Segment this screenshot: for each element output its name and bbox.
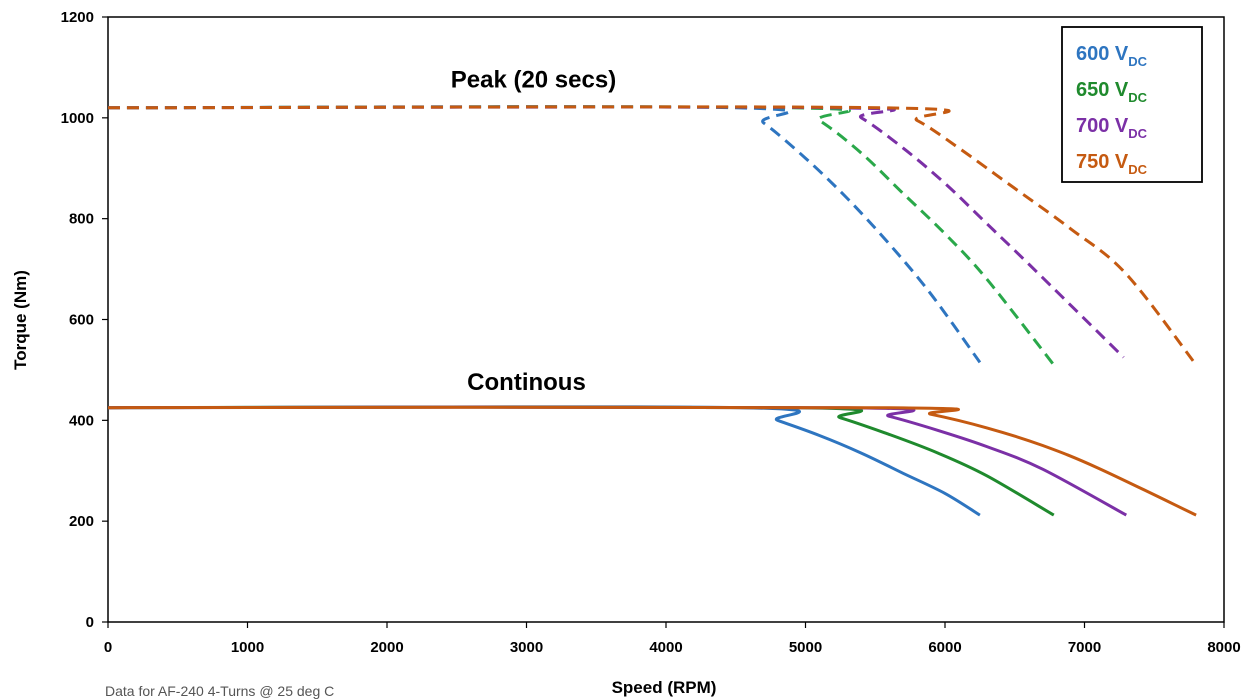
x-tick-label: 2000 — [370, 639, 403, 656]
legend-subscript: DC — [1128, 162, 1147, 177]
continuous-750vdc-line — [107, 405, 1197, 517]
x-tick-label: 1000 — [231, 639, 264, 656]
axis-layer: 0 1000 2000 3000 4000 5000 6000 7000 8000 0 200 400… — [61, 9, 1241, 656]
plot-frame — [107, 16, 1225, 623]
y-tick-label: 1200 — [61, 9, 94, 26]
x-tick-label: 3000 — [510, 639, 543, 656]
y-tick-label: 400 — [69, 412, 94, 429]
x-tick-label: 5000 — [789, 639, 822, 656]
x-tick-label: 0 — [104, 639, 112, 656]
legend-subscript: DC — [1128, 54, 1147, 69]
footnote: Data for AF-240 4-Turns @ 25 deg C — [105, 683, 335, 699]
x-tick-label: 8000 — [1207, 639, 1240, 656]
y-tick-label: 200 — [69, 513, 94, 530]
y-tick-label: 600 — [69, 312, 94, 329]
x-tick-label: 7000 — [1068, 639, 1101, 656]
peak-750vdc-line — [107, 105, 1198, 366]
legend-box — [1061, 26, 1203, 183]
legend-subscript: DC — [1128, 90, 1147, 105]
series-layer — [107, 105, 1198, 517]
y-tick-label: 800 — [69, 211, 94, 228]
annotation-layer: Peak (20 secs) Continous — [451, 67, 616, 397]
legend-subscript: DC — [1128, 126, 1147, 141]
continuous-annotation: Continous — [467, 369, 586, 396]
y-tick-label: 1000 — [61, 110, 94, 127]
plot-area — [107, 16, 1225, 623]
y-tick-label: 0 — [86, 614, 94, 631]
x-axis-title: Speed (RPM) — [612, 678, 717, 697]
y-axis-title: Torque (Nm) — [11, 270, 30, 370]
x-tick-label: 6000 — [928, 639, 961, 656]
peak-annotation: Peak (20 secs) — [451, 67, 616, 94]
x-tick-label: 4000 — [649, 639, 682, 656]
